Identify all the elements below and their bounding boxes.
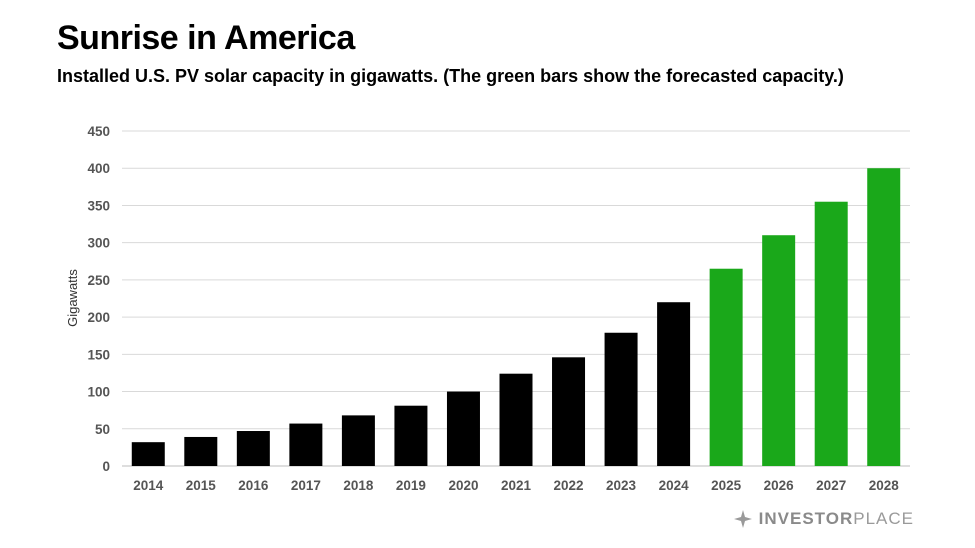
y-tick-label: 450 (87, 124, 110, 139)
y-tick-label: 350 (87, 198, 110, 213)
investorplace-logo: INVESTOR PLACE (733, 509, 914, 529)
x-tick-label: 2014 (133, 478, 164, 493)
bar-2024 (657, 302, 691, 466)
x-axis-ticks: 2014 2015 2016 2017 2018 2019 2020 2021 2022 2023… (133, 478, 899, 493)
x-tick-label: 2023 (606, 478, 637, 493)
bar-2027 (814, 201, 848, 466)
bar-2015 (184, 436, 218, 466)
chart-title: Sunrise in America (57, 19, 355, 57)
x-tick-label: 2024 (659, 478, 690, 493)
x-tick-label: 2027 (816, 478, 846, 493)
x-tick-label: 2015 (186, 478, 217, 493)
bar-2026 (762, 235, 796, 466)
x-tick-label: 2025 (711, 478, 742, 493)
bar-2028 (867, 168, 901, 466)
y-tick-label: 100 (87, 385, 110, 400)
logo-text-place: PLACE (853, 509, 914, 528)
logo-text-investor: INVESTOR (758, 509, 854, 528)
logo-star-icon (733, 510, 752, 528)
bar-2025 (709, 268, 743, 466)
bars (131, 168, 901, 466)
x-tick-label: 2022 (554, 478, 584, 493)
bar-2016 (236, 431, 270, 466)
x-tick-label: 2026 (764, 478, 795, 493)
y-tick-label: 150 (87, 347, 110, 362)
x-tick-label: 2021 (501, 478, 532, 493)
y-tick-label: 400 (87, 161, 110, 176)
x-tick-label: 2017 (291, 478, 321, 493)
bar-2022 (552, 357, 586, 466)
bar-2017 (289, 423, 323, 466)
y-tick-label: 200 (87, 310, 110, 325)
bar-2014 (131, 442, 165, 466)
x-tick-label: 2018 (343, 478, 374, 493)
bar-2023 (604, 332, 638, 466)
bar-2021 (499, 373, 533, 466)
y-tick-label: 0 (102, 459, 110, 474)
bar-2019 (394, 405, 428, 466)
bar-2018 (341, 415, 375, 466)
y-axis-label: Gigawatts (65, 269, 80, 327)
y-tick-label: 250 (87, 273, 110, 288)
x-tick-label: 2020 (448, 478, 478, 493)
chart-subtitle: Installed U.S. PV solar capacity in giga… (57, 66, 844, 86)
x-tick-label: 2016 (238, 478, 269, 493)
x-tick-label: 2028 (869, 478, 900, 493)
y-tick-label: 300 (87, 236, 110, 251)
bar-2020 (446, 391, 480, 466)
y-tick-label: 50 (95, 422, 110, 437)
x-tick-label: 2019 (396, 478, 426, 493)
y-axis-ticks: 0 50 100 150 200 250 300 350 400 450 (87, 124, 110, 474)
